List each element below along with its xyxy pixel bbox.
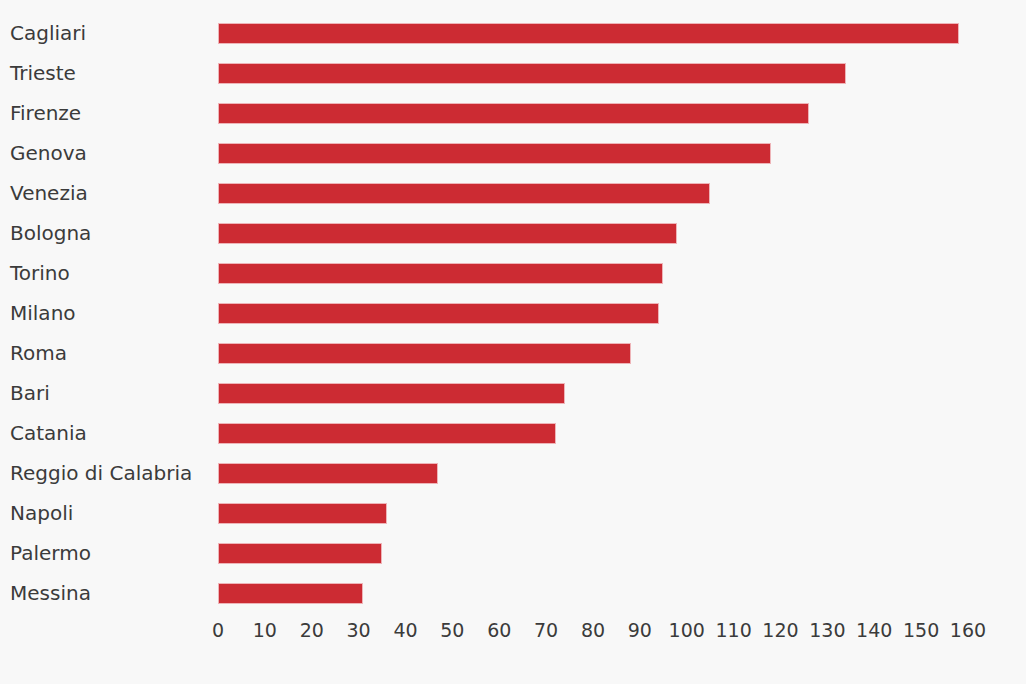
bar	[218, 63, 846, 84]
category-label: Torino	[0, 263, 218, 283]
x-tick-label: 130	[809, 619, 845, 641]
x-tick-label: 160	[950, 619, 986, 641]
chart-row: Milano	[0, 293, 1026, 333]
bar	[218, 583, 363, 604]
category-label: Catania	[0, 423, 218, 443]
x-tick-label: 10	[253, 619, 277, 641]
category-label: Napoli	[0, 503, 218, 523]
x-tick-label: 110	[715, 619, 751, 641]
x-tick-label: 40	[393, 619, 417, 641]
chart-row: Trieste	[0, 53, 1026, 93]
bar	[218, 503, 387, 524]
x-tick-label: 30	[347, 619, 371, 641]
category-label: Reggio di Calabria	[0, 463, 218, 483]
chart-row: Palermo	[0, 533, 1026, 573]
category-label: Palermo	[0, 543, 218, 563]
bar	[218, 103, 809, 124]
bar	[218, 263, 663, 284]
chart-plot-area: Cagliari Trieste Firenze Genova Venezia Bolog…	[0, 13, 1026, 613]
x-axis: 0 10 20 30 40 50 60 70 80 90 100 110 120 130 140 150 160	[0, 619, 1026, 645]
bar	[218, 143, 771, 164]
x-tick-label: 100	[669, 619, 705, 641]
bar	[218, 383, 565, 404]
x-tick-label: 60	[487, 619, 511, 641]
chart-row: Torino	[0, 253, 1026, 293]
category-label: Firenze	[0, 103, 218, 123]
bar	[218, 303, 659, 324]
x-tick-label: 20	[300, 619, 324, 641]
x-tick-label: 70	[534, 619, 558, 641]
x-tick-label: 50	[440, 619, 464, 641]
category-label: Trieste	[0, 63, 218, 83]
chart-row: Roma	[0, 333, 1026, 373]
chart-row: Genova	[0, 133, 1026, 173]
category-label: Messina	[0, 583, 218, 603]
bar	[218, 183, 710, 204]
category-label: Genova	[0, 143, 218, 163]
x-tick-label: 150	[903, 619, 939, 641]
category-label: Bologna	[0, 223, 218, 243]
chart-row: Messina	[0, 573, 1026, 613]
x-tick-label: 90	[628, 619, 652, 641]
bar-chart-figure: Cagliari Trieste Firenze Genova Venezia Bolog…	[0, 0, 1026, 684]
chart-row: Firenze	[0, 93, 1026, 133]
bar	[218, 343, 631, 364]
category-label: Milano	[0, 303, 218, 323]
chart-row: Napoli	[0, 493, 1026, 533]
category-label: Bari	[0, 383, 218, 403]
chart-row: Cagliari	[0, 13, 1026, 53]
bar	[218, 223, 677, 244]
bar	[218, 543, 382, 564]
chart-row: Bari	[0, 373, 1026, 413]
bar	[218, 423, 556, 444]
category-label: Venezia	[0, 183, 218, 203]
bar	[218, 23, 959, 44]
chart-row: Venezia	[0, 173, 1026, 213]
chart-row: Catania	[0, 413, 1026, 453]
x-tick-label: 0	[212, 619, 224, 641]
category-label: Roma	[0, 343, 218, 363]
x-tick-label: 80	[581, 619, 605, 641]
x-tick-label: 120	[762, 619, 798, 641]
category-label: Cagliari	[0, 23, 218, 43]
x-tick-label: 140	[856, 619, 892, 641]
chart-row: Reggio di Calabria	[0, 453, 1026, 493]
bar	[218, 463, 438, 484]
chart-row: Bologna	[0, 213, 1026, 253]
